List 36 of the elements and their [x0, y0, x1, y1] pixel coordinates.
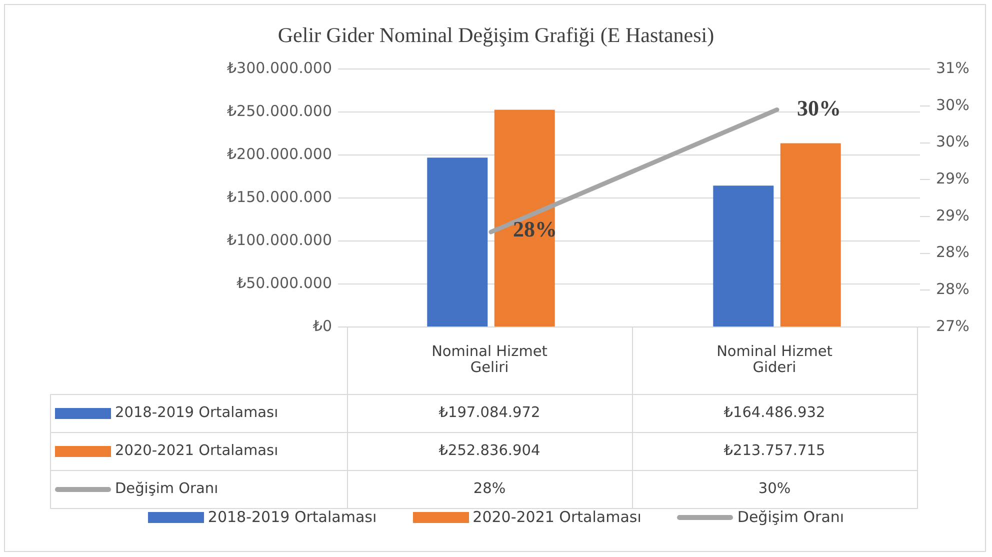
y-tick-label: ₺250.000.000 — [227, 102, 332, 120]
y2-tick-label: 30% — [936, 96, 970, 114]
text: 30% — [797, 95, 841, 120]
y-tick-label: ₺100.000.000 — [227, 230, 332, 249]
legend-label: 2018-2019 Ortalaması — [50, 394, 347, 432]
text: 2020-2021 Ortalaması — [115, 443, 278, 459]
text: Değişim Oranı — [115, 481, 218, 497]
x-tick-label: Nominal Hizmet Geliri — [430, 344, 548, 376]
text: 28% — [513, 216, 557, 242]
y2-tick-label: 27% — [936, 316, 970, 335]
bar — [494, 110, 555, 326]
data-label: ₺252.836.904 — [347, 432, 632, 470]
y2-tick-label: 31% — [936, 59, 970, 78]
data-label: ₺213.757.715 — [632, 432, 917, 470]
y2-tick-label: 30% — [936, 132, 970, 151]
bar — [713, 186, 774, 326]
y-tick-label: ₺50.000.000 — [236, 274, 332, 292]
y2-tick-label: 29% — [936, 170, 970, 188]
data-label: ₺164.486.932 — [632, 394, 917, 432]
data-label: 30% — [632, 470, 917, 508]
y-tick-label: ₺300.000.000 — [227, 59, 332, 78]
chart-title: Gelir Gider Nominal Değişim Grafiği (E Hastanesi) — [278, 23, 714, 48]
x-tick-label: Nominal Hizmet Gideri — [716, 344, 834, 376]
data-label: ₺197.084.972 — [347, 394, 632, 432]
legend-label: 2020-2021 Ortalaması — [472, 508, 642, 526]
y2-tick-label: 28% — [936, 243, 970, 262]
bar — [427, 158, 488, 326]
y-tick-label: ₺0 — [312, 316, 332, 335]
y-tick-label: ₺200.000.000 — [227, 145, 332, 164]
legend-label: Değişim Oranı — [736, 508, 844, 526]
data-label: 28% — [347, 470, 632, 508]
y2-tick-label: 29% — [936, 206, 970, 224]
y-tick-label: ₺150.000.000 — [227, 188, 332, 206]
bar — [780, 143, 841, 326]
y2-tick-label: 28% — [936, 280, 970, 298]
text: 2018-2019 Ortalaması — [208, 508, 377, 526]
